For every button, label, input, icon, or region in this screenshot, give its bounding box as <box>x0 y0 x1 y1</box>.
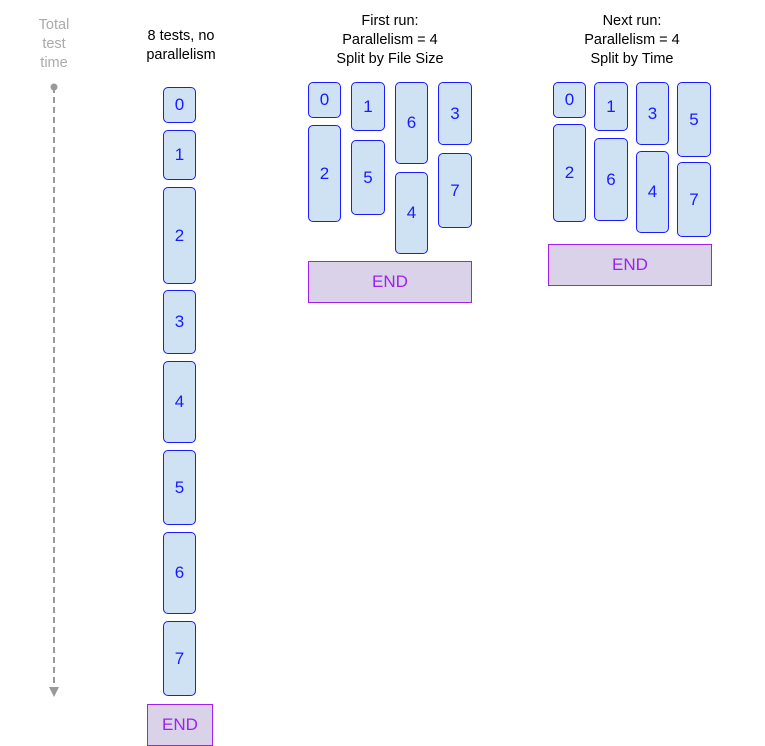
header-line: Parallelism = 4 <box>342 32 438 48</box>
header-line: Split by File Size <box>336 51 444 67</box>
axis-label: Total test time <box>24 16 84 73</box>
test-box: 6 <box>594 138 628 221</box>
test-box: 6 <box>395 82 428 164</box>
header-line: parallelism <box>146 47 216 63</box>
test-box: 2 <box>163 187 196 284</box>
test-box: 5 <box>351 140 385 215</box>
group-2-header: Next run: Parallelism = 4 Split by Time <box>552 12 712 69</box>
end-box: END <box>308 261 472 303</box>
header-line: 8 tests, no <box>147 28 215 44</box>
test-box: 4 <box>395 172 428 254</box>
test-box: 0 <box>553 82 586 118</box>
test-box: 4 <box>163 361 196 443</box>
test-box: 0 <box>163 87 196 123</box>
header-line: Next run: <box>602 13 662 29</box>
axis-label-line: test <box>42 36 66 52</box>
group-1-header: First run: Parallelism = 4 Split by File… <box>310 12 470 69</box>
axis-label-line: Total <box>38 17 70 33</box>
test-box: 7 <box>163 621 196 696</box>
test-box: 6 <box>163 532 196 614</box>
test-box: 0 <box>308 82 341 118</box>
test-box: 5 <box>677 82 711 157</box>
group-0-header: 8 tests, no parallelism <box>121 27 241 65</box>
test-box: 4 <box>636 151 669 233</box>
end-box: END <box>548 244 712 286</box>
test-box: 1 <box>163 130 196 180</box>
test-box: 2 <box>553 124 586 222</box>
test-box: 7 <box>677 162 711 237</box>
test-box: 1 <box>594 82 628 131</box>
test-box: 3 <box>636 82 669 145</box>
test-box: 2 <box>308 125 341 222</box>
test-box: 1 <box>351 82 385 131</box>
header-line: Split by Time <box>590 51 674 67</box>
axis-label-line: time <box>40 55 68 71</box>
header-line: First run: <box>361 13 419 29</box>
arrow-head <box>49 687 59 697</box>
end-box: END <box>147 704 213 746</box>
test-box: 7 <box>438 153 472 228</box>
test-box: 3 <box>163 290 196 354</box>
header-line: Parallelism = 4 <box>584 32 680 48</box>
test-box: 5 <box>163 450 196 525</box>
test-box: 3 <box>438 82 472 145</box>
